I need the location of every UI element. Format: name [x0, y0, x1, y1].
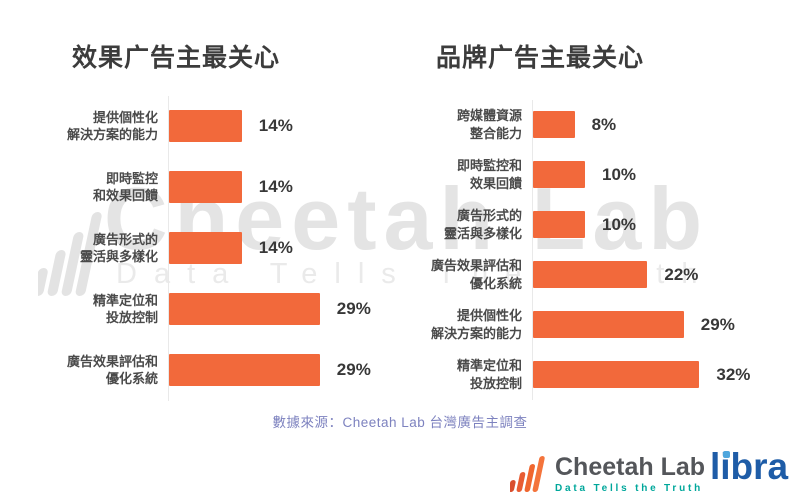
cheetah-lab-brand-text: Cheetah Lab — [555, 453, 706, 481]
value-label: 29% — [336, 360, 371, 380]
category-label: 廣告效果評估和 優化系統 — [430, 258, 522, 291]
bar-row: 提供個性化 解決方案的能力 29% — [424, 299, 792, 350]
value-label: 32% — [716, 364, 751, 384]
bar-rows-right: 跨媒體資源 整合能力 8% 即時監控和 效果回饋 10% 廣告形式的 靈活與多樣… — [424, 99, 792, 400]
bar — [533, 211, 585, 239]
bar — [169, 171, 242, 204]
brand-advertisers-chart: 品牌广告主最关心 跨媒體資源 整合能力 8% 即時監控和 效果回饋 10% 廣告… — [424, 44, 792, 400]
chart-title-right: 品牌广告主最关心 — [436, 44, 645, 72]
footer-logos: Cheetah Lab Data Tells the Truth libra — [0, 444, 800, 496]
category-label: 提供個性化 解決方案的能力 — [430, 308, 522, 341]
bar — [533, 361, 700, 389]
bar — [533, 111, 575, 139]
bar-track: 8% — [532, 99, 792, 150]
bar — [169, 293, 320, 326]
libra-logo: libra — [710, 444, 788, 490]
cheetah-lab-text-block: Cheetah Lab Data Tells the Truth — [555, 453, 706, 495]
bar-track: 29% — [168, 339, 402, 401]
cheetah-lab-bar-chart-icon — [510, 456, 545, 492]
value-label: 10% — [602, 214, 637, 234]
value-label: 14% — [258, 177, 293, 197]
category-label: 即時監控和 效果回饋 — [456, 158, 522, 191]
bar-row: 廣告形式的 靈活與多樣化 10% — [424, 199, 792, 250]
category-label: 廣告形式的 靈活與多樣化 — [443, 208, 522, 241]
bar-rows-left: 提供個性化 解決方案的能力 14% 即時監控 和效果回饋 14% 廣告形式的 靈… — [60, 95, 402, 401]
bar-row: 跨媒體資源 整合能力 8% — [424, 99, 792, 150]
bar-row: 即時監控和 效果回饋 10% — [424, 149, 792, 200]
bar-row: 廣告效果評估和 優化系統 22% — [424, 249, 792, 300]
bar-row: 即時監控 和效果回饋 14% — [60, 156, 402, 218]
bar-track: 14% — [168, 95, 402, 157]
bar-track: 22% — [532, 249, 792, 300]
cheetah-lab-tagline-text: Data Tells the Truth — [555, 483, 704, 494]
bar-track: 32% — [532, 349, 792, 400]
bar-row: 廣告形式的 靈活與多樣化 14% — [60, 217, 402, 279]
libra-i-dot — [723, 451, 730, 458]
category-label: 即時監控 和效果回饋 — [92, 170, 158, 204]
bar — [169, 354, 320, 387]
chart-title-left: 效果广告主最关心 — [72, 44, 281, 72]
bar-row: 提供個性化 解決方案的能力 14% — [60, 95, 402, 157]
value-label: 10% — [602, 164, 637, 184]
bar — [169, 232, 242, 265]
bar-row: 精準定位和 投放控制 32% — [424, 349, 792, 400]
category-label: 廣告形式的 靈活與多樣化 — [79, 231, 158, 265]
bar — [533, 161, 585, 189]
libra-brand-text: libra — [710, 446, 789, 487]
performance-advertisers-chart: 效果广告主最关心 提供個性化 解決方案的能力 14% 即時監控 和效果回饋 14… — [60, 44, 402, 401]
data-source-note: 數據來源：Cheetah Lab 台灣廣告主調查 — [272, 415, 528, 430]
value-label: 22% — [664, 264, 699, 284]
bar-track: 14% — [168, 217, 402, 279]
bar-row: 廣告效果評估和 優化系統 29% — [60, 339, 402, 401]
category-label: 廣告效果評估和 優化系統 — [66, 353, 158, 387]
category-label: 精準定位和 投放控制 — [92, 292, 158, 326]
bar-track: 14% — [168, 156, 402, 218]
value-label: 29% — [700, 314, 735, 334]
bar-row: 精準定位和 投放控制 29% — [60, 278, 402, 340]
value-label: 14% — [258, 116, 293, 136]
value-label: 29% — [336, 299, 371, 319]
category-label: 提供個性化 解決方案的能力 — [66, 109, 158, 143]
cheetah-lab-logo: Cheetah Lab Data Tells the Truth — [510, 450, 705, 494]
value-label: 8% — [591, 114, 617, 134]
bar — [533, 261, 648, 289]
bar — [533, 311, 684, 339]
value-label: 14% — [258, 238, 293, 258]
bar-track: 29% — [532, 299, 792, 350]
category-label: 跨媒體資源 整合能力 — [456, 108, 522, 141]
bar-track: 10% — [532, 149, 792, 200]
category-label: 精準定位和 投放控制 — [456, 358, 522, 391]
bar-track: 29% — [168, 278, 402, 340]
bar-track: 10% — [532, 199, 792, 250]
bar — [169, 110, 242, 143]
